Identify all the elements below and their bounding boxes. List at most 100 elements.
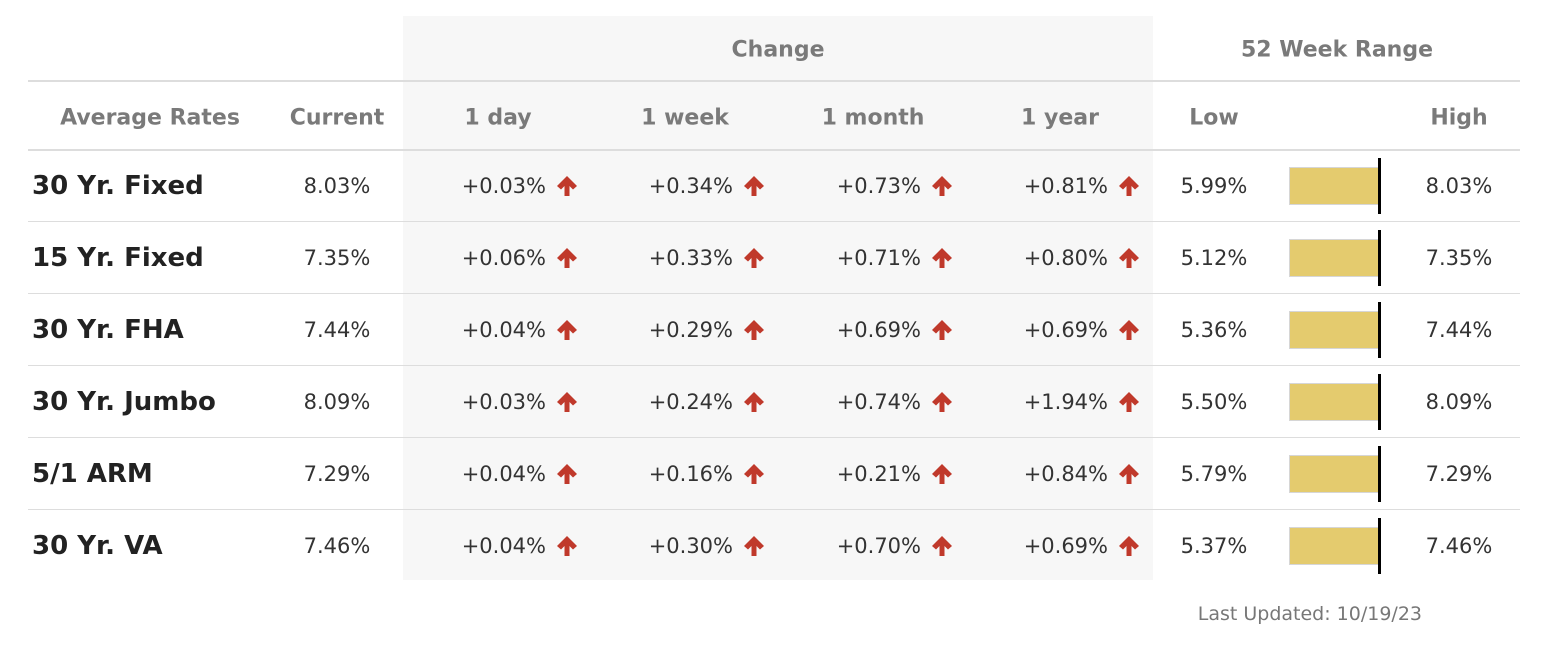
row-label: 30 Yr. VA <box>32 531 163 561</box>
change-arrow <box>555 534 579 558</box>
rate-change: +0.69% <box>1023 318 1108 342</box>
up-arrow <box>744 464 764 484</box>
range-bar <box>1289 239 1379 277</box>
up-arrow <box>932 320 952 340</box>
up-arrow <box>1119 320 1139 340</box>
range-bar <box>1289 455 1379 493</box>
low-rate: 5.37% <box>1180 534 1248 558</box>
up-arrow <box>1119 392 1139 412</box>
high-rate: 8.09% <box>1425 390 1493 414</box>
up-arrow <box>744 392 764 412</box>
current-rate: 8.03% <box>303 174 371 198</box>
row-divider <box>28 437 1520 438</box>
change-arrow <box>555 246 579 270</box>
up-arrow <box>1119 536 1139 556</box>
row-divider <box>28 509 1520 510</box>
up-arrow <box>932 392 952 412</box>
range-marker <box>1378 446 1381 502</box>
range-marker <box>1378 158 1381 214</box>
change-arrow <box>1117 534 1141 558</box>
low-rate: 5.12% <box>1180 246 1248 270</box>
up-arrow <box>557 320 577 340</box>
low-rate: 5.36% <box>1180 318 1248 342</box>
change-arrow <box>930 246 954 270</box>
change-arrow <box>742 246 766 270</box>
row-label: 15 Yr. Fixed <box>32 243 204 273</box>
change-arrow <box>742 174 766 198</box>
rate-change: +1.94% <box>1023 390 1108 414</box>
low-rate: 5.79% <box>1180 462 1248 486</box>
up-arrow <box>932 536 952 556</box>
up-arrow <box>744 320 764 340</box>
group-header: 52 Week Range <box>1240 37 1434 63</box>
change-arrow <box>555 174 579 198</box>
range-marker <box>1378 230 1381 286</box>
row-label: 30 Yr. Fixed <box>32 171 204 201</box>
rate-change: +0.73% <box>836 174 921 198</box>
current-rate: 8.09% <box>303 390 371 414</box>
change-arrow <box>555 318 579 342</box>
row-label: 5/1 ARM <box>32 459 153 489</box>
range-bar <box>1289 167 1379 205</box>
up-arrow <box>744 536 764 556</box>
change-arrow <box>1117 174 1141 198</box>
column-header: Current <box>289 105 385 131</box>
change-arrow <box>1117 318 1141 342</box>
change-background <box>403 16 1153 580</box>
rate-change: +0.74% <box>836 390 921 414</box>
column-header: Average Rates <box>60 105 240 131</box>
range-marker <box>1378 374 1381 430</box>
rate-change: +0.21% <box>836 462 921 486</box>
high-rate: 7.29% <box>1425 462 1493 486</box>
up-arrow <box>557 392 577 412</box>
up-arrow <box>1119 464 1139 484</box>
up-arrow <box>1119 176 1139 196</box>
rate-change: +0.03% <box>461 390 546 414</box>
row-divider <box>28 365 1520 366</box>
column-header: 1 week <box>641 105 729 131</box>
rate-change: +0.33% <box>648 246 733 270</box>
range-marker <box>1378 302 1381 358</box>
column-header: 1 month <box>821 105 925 131</box>
change-arrow <box>742 534 766 558</box>
rate-change: +0.29% <box>648 318 733 342</box>
rate-change: +0.04% <box>461 534 546 558</box>
high-rate: 8.03% <box>1425 174 1493 198</box>
rate-change: +0.84% <box>1023 462 1108 486</box>
up-arrow <box>557 464 577 484</box>
last-updated: Last Updated: 10/19/23 <box>1197 603 1422 625</box>
change-arrow <box>555 462 579 486</box>
rate-change: +0.81% <box>1023 174 1108 198</box>
up-arrow <box>557 176 577 196</box>
change-arrow <box>930 174 954 198</box>
change-arrow <box>930 318 954 342</box>
change-arrow <box>742 318 766 342</box>
up-arrow <box>744 248 764 268</box>
rate-change: +0.70% <box>836 534 921 558</box>
rate-change: +0.71% <box>836 246 921 270</box>
group-header: Change <box>731 37 825 63</box>
low-rate: 5.50% <box>1180 390 1248 414</box>
column-header: 1 day <box>464 105 532 131</box>
change-arrow <box>930 534 954 558</box>
current-rate: 7.35% <box>303 246 371 270</box>
current-rate: 7.46% <box>303 534 371 558</box>
rate-change: +0.34% <box>648 174 733 198</box>
row-divider <box>28 293 1520 294</box>
rate-change: +0.03% <box>461 174 546 198</box>
column-header: Low <box>1189 105 1239 131</box>
rate-change: +0.24% <box>648 390 733 414</box>
up-arrow <box>932 464 952 484</box>
range-marker <box>1378 518 1381 574</box>
range-bar <box>1289 527 1379 565</box>
header-divider <box>28 149 1520 151</box>
rate-change: +0.69% <box>836 318 921 342</box>
rate-change: +0.04% <box>461 462 546 486</box>
high-rate: 7.44% <box>1425 318 1493 342</box>
change-arrow <box>930 390 954 414</box>
change-arrow <box>742 390 766 414</box>
up-arrow <box>932 248 952 268</box>
high-rate: 7.46% <box>1425 534 1493 558</box>
change-arrow <box>1117 390 1141 414</box>
